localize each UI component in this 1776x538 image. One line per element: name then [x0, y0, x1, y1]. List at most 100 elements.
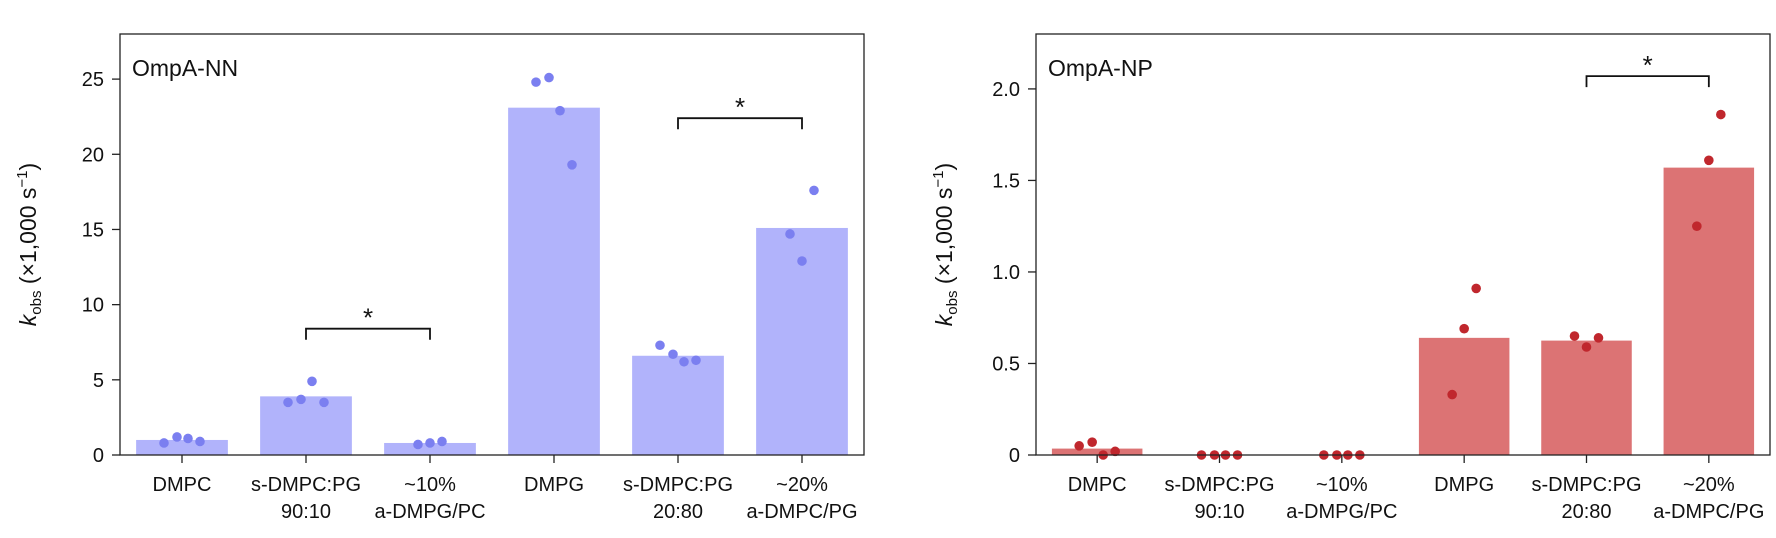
- y-axis-label: kobs (×1,000 s−1): [14, 163, 45, 326]
- data-point: [1569, 331, 1580, 341]
- data-point: [785, 229, 795, 239]
- y-tick-label: 10: [82, 295, 104, 317]
- data-point: [555, 105, 565, 116]
- y-axis-label-sub: obs: [944, 291, 961, 315]
- bar: [384, 442, 476, 455]
- data-point: [296, 394, 306, 405]
- y-tick-label: 0.5: [992, 353, 1020, 375]
- bar: [260, 396, 352, 455]
- data-point: [307, 376, 317, 387]
- data-point: [1447, 389, 1457, 400]
- y-tick-label: 1.5: [992, 170, 1020, 192]
- x-tick-label-line2: 90:10: [281, 501, 331, 523]
- x-tick-label: s-DMPC:PG: [1165, 474, 1275, 496]
- data-point: [195, 436, 205, 447]
- chart-panel-1: 0 5 10 15 20 25 DMPC s-DMPC:PG 90:10 ~10% a-DMPG/P…: [14, 33, 865, 523]
- panel-title: OmpA-NN: [132, 55, 238, 81]
- data-point: [655, 340, 665, 351]
- y-axis-label-main: (×1,000 s: [931, 188, 957, 291]
- x-tick-label: s-DMPC:PG: [1532, 474, 1642, 496]
- bar: [1541, 340, 1632, 455]
- bar: [1051, 448, 1143, 455]
- y-tick-label: 20: [82, 144, 104, 166]
- y-tick-label: 0: [1009, 445, 1020, 467]
- x-tick-label-line2: a-DMPC/PG: [746, 501, 857, 523]
- x-tick-label: DMPC: [1068, 474, 1127, 496]
- data-point: [183, 433, 193, 444]
- data-point: [413, 439, 423, 450]
- significance-star: *: [735, 92, 745, 122]
- x-tick-label-line2: 20:80: [1561, 501, 1611, 523]
- y-axis-label-k: k: [931, 313, 957, 326]
- data-point: [172, 432, 182, 442]
- bar: [508, 107, 600, 456]
- data-point: [159, 438, 169, 448]
- x-tick-label-line2: 90:10: [1194, 501, 1244, 523]
- x-tick-label: DMPG: [1434, 474, 1494, 496]
- x-tick-label-line2: 20:80: [653, 501, 703, 523]
- x-tick-label-line2: a-DMPG/PC: [1286, 501, 1397, 523]
- bar: [1418, 337, 1510, 455]
- x-tick-label: DMPG: [524, 474, 584, 496]
- bar: [136, 439, 228, 455]
- data-point: [1716, 109, 1726, 120]
- data-point: [437, 436, 447, 447]
- y-axis-label-close: ): [15, 163, 41, 171]
- data-point: [1110, 446, 1120, 457]
- y-tick-label: 5: [93, 370, 104, 392]
- plot-frame: [119, 33, 865, 456]
- y-axis-label: kobs (×1,000 s−1): [930, 163, 961, 326]
- data-point: [809, 185, 819, 196]
- data-point: [1459, 323, 1469, 334]
- bar: [1663, 167, 1755, 455]
- x-tick-label: ~10%: [1316, 474, 1368, 496]
- y-tick-label: 25: [82, 69, 104, 91]
- x-tick-label-line2: a-DMPG/PC: [374, 501, 485, 523]
- chart-panel-2: 0 0.5 1.0 1.5 2.0 DMPC s-DMPC:PG 90:10 ~10% a-DMP…: [930, 33, 1771, 523]
- significance-bracket: [305, 327, 431, 340]
- significance-bracket: [1585, 75, 1710, 88]
- data-point: [691, 355, 701, 366]
- x-tick-label: s-DMPC:PG: [623, 474, 733, 496]
- data-point: [567, 160, 577, 170]
- data-point: [1692, 221, 1702, 231]
- x-tick-label-line2: a-DMPC/PG: [1653, 501, 1764, 523]
- data-point: [1581, 342, 1592, 352]
- y-axis-label-sup: −1: [930, 170, 947, 187]
- plot-frame: [1035, 33, 1771, 456]
- y-tick-label: 2.0: [992, 79, 1020, 101]
- data-point: [544, 72, 554, 83]
- y-tick-label: 1.0: [992, 262, 1020, 284]
- data-point: [1074, 441, 1084, 451]
- x-tick-label: ~10%: [404, 474, 456, 496]
- y-axis-label-close: ): [931, 163, 957, 171]
- data-point: [531, 77, 541, 87]
- x-tick-label: DMPC: [153, 474, 212, 496]
- y-axis-label-main: (×1,000 s: [15, 188, 41, 291]
- data-point: [319, 397, 329, 408]
- data-point: [679, 356, 689, 367]
- significance-star: *: [1643, 50, 1653, 80]
- significance-star: *: [363, 303, 373, 333]
- data-point: [1087, 437, 1097, 447]
- y-axis-label-k: k: [15, 313, 41, 326]
- data-point: [1704, 155, 1714, 166]
- data-point: [1471, 283, 1481, 294]
- panel-title: OmpA-NP: [1048, 55, 1153, 81]
- bar: [632, 355, 724, 455]
- significance-bracket: [677, 117, 803, 130]
- x-tick-label: ~20%: [776, 474, 828, 496]
- y-axis-label-sup: −1: [14, 170, 31, 187]
- data-point: [425, 438, 435, 448]
- data-point: [1593, 333, 1604, 343]
- x-tick-label: ~20%: [1683, 474, 1735, 496]
- x-tick-label: s-DMPC:PG: [251, 474, 361, 496]
- data-point: [797, 256, 807, 266]
- y-axis-label-sub: obs: [28, 291, 45, 315]
- y-tick-label: 15: [82, 219, 104, 241]
- data-point: [668, 349, 678, 360]
- y-tick-label: 0: [93, 445, 104, 467]
- data-point: [283, 397, 293, 408]
